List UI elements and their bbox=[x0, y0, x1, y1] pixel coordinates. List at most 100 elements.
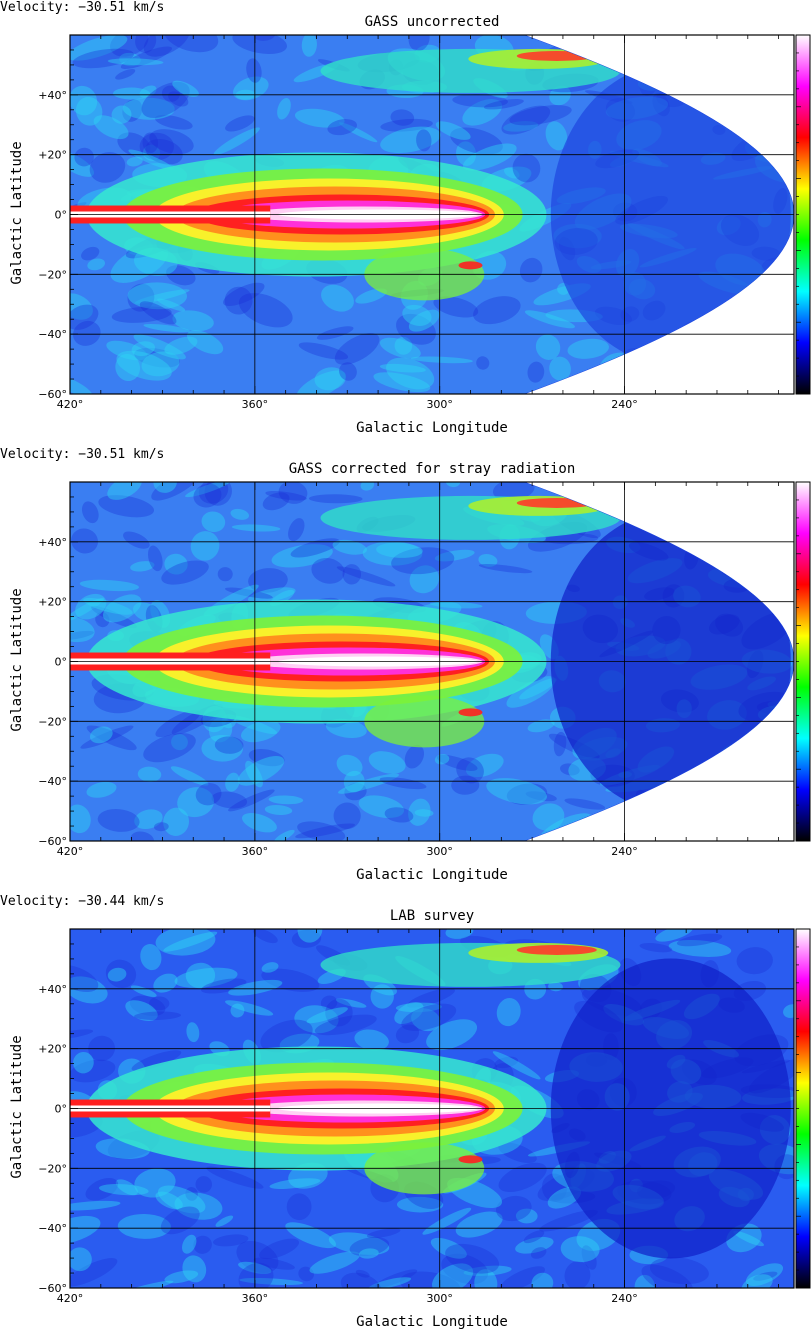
filament bbox=[154, 114, 193, 130]
filament bbox=[386, 357, 435, 390]
filament bbox=[95, 612, 110, 628]
x-axis-label: Galactic Longitude bbox=[356, 1314, 508, 1330]
filament bbox=[163, 807, 190, 836]
filament bbox=[433, 296, 479, 318]
filament bbox=[134, 289, 190, 304]
filament bbox=[535, 334, 561, 360]
filament bbox=[277, 97, 291, 120]
map-plot-3: 420° 360° 300° 240° +40° +20° 0° −20° −40° −60° bbox=[38, 928, 811, 1305]
filament bbox=[87, 258, 106, 271]
filament bbox=[531, 1272, 554, 1288]
y-tick-label: −40° bbox=[38, 328, 67, 341]
filament bbox=[474, 1269, 498, 1288]
filament bbox=[368, 1277, 412, 1288]
filament bbox=[160, 1206, 200, 1235]
filament bbox=[523, 1230, 545, 1244]
high-latitude-band bbox=[516, 944, 597, 955]
filament bbox=[140, 943, 162, 971]
filament bbox=[70, 616, 95, 643]
filament bbox=[525, 791, 557, 802]
filament bbox=[141, 351, 180, 377]
filament bbox=[404, 744, 425, 769]
filament bbox=[161, 560, 209, 585]
filament bbox=[240, 720, 281, 743]
filament bbox=[545, 121, 568, 151]
y-tick-label: 0° bbox=[55, 209, 68, 222]
filament bbox=[71, 528, 98, 554]
filament bbox=[106, 340, 148, 361]
filament bbox=[264, 804, 293, 816]
filament bbox=[316, 326, 354, 340]
filament bbox=[253, 1257, 295, 1270]
filament bbox=[231, 524, 281, 532]
filament bbox=[143, 35, 190, 57]
filament bbox=[111, 105, 132, 124]
y-tick-label: −60° bbox=[38, 1282, 67, 1295]
filament bbox=[117, 132, 151, 157]
y-tick-label: +40° bbox=[38, 983, 67, 996]
filament bbox=[85, 1177, 119, 1201]
filament bbox=[639, 942, 673, 953]
x-tick-label: 360° bbox=[242, 1292, 269, 1305]
filament bbox=[741, 1274, 773, 1288]
filament bbox=[676, 933, 723, 947]
x-tick-label: 300° bbox=[426, 398, 453, 411]
filament bbox=[149, 996, 170, 1011]
filament bbox=[262, 492, 290, 511]
filament bbox=[157, 1185, 206, 1214]
filament bbox=[148, 545, 163, 572]
filament bbox=[228, 789, 275, 812]
filament bbox=[195, 783, 222, 806]
filament bbox=[408, 309, 440, 332]
filament bbox=[237, 756, 285, 786]
filament bbox=[333, 802, 361, 830]
filament bbox=[560, 1236, 600, 1263]
filament bbox=[530, 1247, 547, 1259]
filament bbox=[325, 718, 367, 738]
filament bbox=[131, 1050, 182, 1071]
filament bbox=[288, 518, 305, 542]
filament bbox=[126, 156, 143, 167]
filament bbox=[213, 127, 260, 156]
filament bbox=[407, 988, 455, 1008]
filament bbox=[325, 998, 353, 1027]
filament bbox=[462, 143, 517, 171]
filament bbox=[228, 979, 283, 996]
filament bbox=[70, 293, 93, 320]
filament bbox=[130, 831, 154, 841]
filament bbox=[498, 1142, 537, 1164]
filament bbox=[198, 482, 229, 504]
chart-title: GASS corrected for stray radiation bbox=[288, 461, 576, 477]
map-plot-2: 420° 360° 300° 240° +40° +20° 0° −20° −40° −60° bbox=[38, 481, 811, 858]
y-tick-label: 0° bbox=[55, 656, 68, 669]
filament bbox=[384, 807, 414, 823]
filament bbox=[380, 126, 441, 154]
filament bbox=[133, 1011, 182, 1020]
map-plot-1: 420° 360° 300° 240° +40° +20° 0° −20° −40° −60° bbox=[38, 34, 811, 411]
filament bbox=[201, 511, 226, 533]
filament bbox=[426, 1019, 478, 1051]
filament bbox=[233, 76, 269, 101]
y-tick-label: +20° bbox=[38, 149, 67, 162]
filament bbox=[297, 821, 346, 841]
filament bbox=[503, 121, 539, 132]
y-tick-label: +40° bbox=[38, 89, 67, 102]
filament bbox=[137, 766, 162, 782]
filament bbox=[465, 753, 504, 778]
filament bbox=[355, 1269, 370, 1278]
filament bbox=[339, 362, 357, 381]
filament bbox=[549, 356, 571, 381]
filament bbox=[225, 115, 255, 132]
filament bbox=[483, 99, 524, 110]
filament bbox=[456, 141, 477, 166]
filament bbox=[130, 985, 157, 998]
filament bbox=[115, 354, 140, 382]
x-tick-label: 240° bbox=[611, 398, 638, 411]
filament bbox=[524, 310, 575, 329]
filament bbox=[129, 995, 166, 1017]
filament bbox=[390, 109, 415, 126]
filament bbox=[402, 304, 432, 326]
filament bbox=[155, 709, 201, 738]
filament bbox=[225, 772, 240, 792]
filament bbox=[515, 1208, 538, 1224]
